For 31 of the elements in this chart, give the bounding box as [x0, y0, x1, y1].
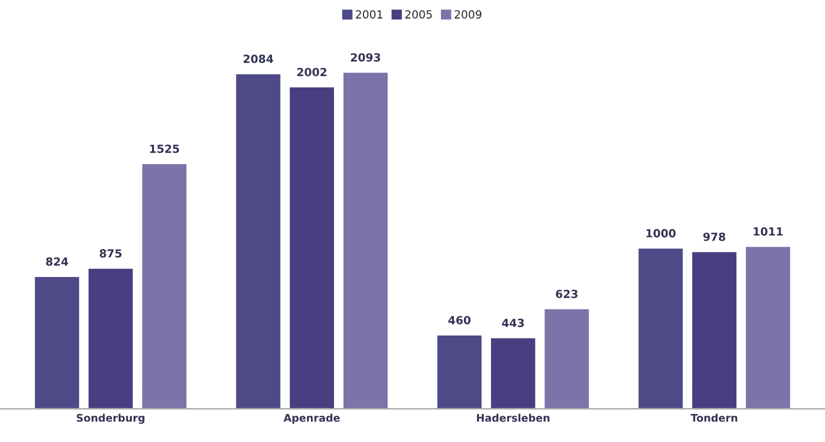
legend-label: 2009 [454, 10, 482, 19]
data-label: 623 [556, 290, 578, 298]
data-label: 443 [502, 318, 524, 328]
bar [34, 276, 81, 409]
data-label: 875 [100, 249, 122, 258]
data-label: 1000 [646, 229, 676, 238]
data-label: 824 [46, 257, 68, 266]
bar [744, 245, 792, 409]
bar [342, 71, 390, 409]
bar [288, 86, 336, 409]
bar [87, 267, 134, 409]
legend-label: 2001 [356, 10, 382, 19]
x-tick-label: Hadersleben [476, 414, 550, 422]
x-tick-label: Apenrade [284, 414, 340, 424]
bar [140, 162, 188, 409]
legend-label: 2005 [405, 10, 432, 19]
bar [690, 250, 738, 409]
data-label: 2002 [297, 68, 326, 76]
bar [436, 334, 483, 409]
data-label: 978 [703, 232, 726, 242]
x-tick-label: Tondern [690, 414, 738, 422]
bar [490, 336, 537, 409]
bar [234, 72, 282, 409]
bar [543, 308, 590, 409]
bar [637, 247, 684, 409]
data-label: 1525 [150, 144, 180, 153]
data-label: 1011 [754, 227, 783, 236]
x-tick-label: Sonderburg [76, 414, 144, 424]
data-label: 2093 [350, 53, 380, 62]
data-label: 2084 [244, 54, 274, 64]
data-label: 460 [448, 316, 471, 324]
